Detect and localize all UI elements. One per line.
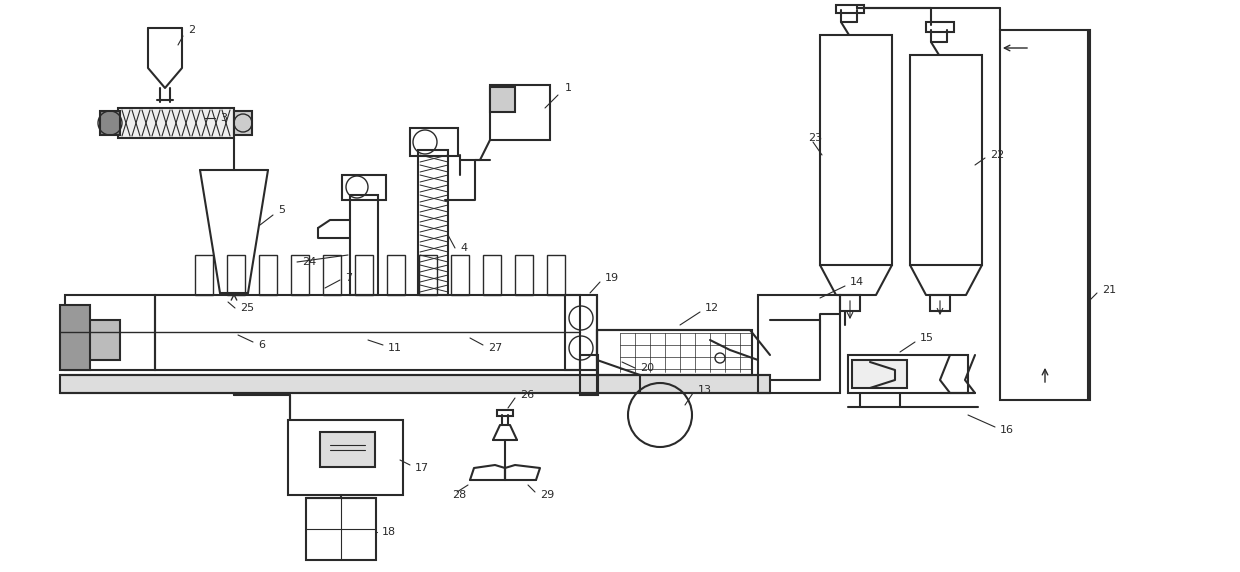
Text: 18: 18 [382, 527, 396, 537]
Bar [419, 255, 436, 295]
Bar [291, 255, 309, 295]
Bar [355, 255, 373, 295]
Text: 4: 4 [460, 243, 467, 253]
Text: 20: 20 [640, 363, 655, 373]
Bar [451, 255, 469, 295]
Bar [410, 128, 458, 156]
Bar [155, 295, 580, 370]
Text: 1: 1 [565, 83, 572, 93]
Bar [306, 498, 376, 560]
Bar [64, 320, 120, 360]
Text: 23: 23 [808, 133, 822, 143]
Bar [910, 55, 982, 265]
Text: 29: 29 [539, 490, 554, 500]
Bar [234, 111, 252, 135]
Bar [60, 375, 770, 393]
Text: 21: 21 [1102, 285, 1116, 295]
Bar [490, 87, 515, 112]
Bar [852, 360, 906, 388]
Bar [100, 111, 120, 135]
Bar [820, 35, 892, 265]
Bar [547, 255, 565, 295]
Bar [259, 255, 277, 295]
Text: 15: 15 [920, 333, 934, 343]
Bar [515, 255, 533, 295]
Text: 26: 26 [520, 390, 534, 400]
Text: 2: 2 [188, 25, 195, 35]
Bar [839, 295, 861, 311]
Text: 7: 7 [345, 273, 352, 283]
Text: 3: 3 [219, 113, 227, 123]
Bar [596, 330, 751, 375]
Bar [118, 108, 234, 138]
Bar [322, 255, 341, 295]
Bar [999, 30, 1090, 400]
Bar [497, 410, 513, 416]
Bar [227, 255, 246, 295]
Bar [64, 295, 155, 370]
Bar [565, 295, 596, 370]
Bar [926, 22, 954, 32]
Bar [288, 420, 403, 495]
Bar [350, 195, 378, 295]
Text: 6: 6 [258, 340, 265, 350]
Text: 27: 27 [489, 343, 502, 353]
Text: 24: 24 [303, 257, 316, 267]
Text: 5: 5 [278, 205, 285, 215]
Text: 19: 19 [605, 273, 619, 283]
Bar [758, 295, 839, 393]
Bar [490, 85, 551, 140]
Bar [580, 355, 598, 395]
Bar [387, 255, 405, 295]
Bar [848, 355, 968, 393]
Text: 14: 14 [849, 277, 864, 287]
Bar [836, 5, 864, 13]
Bar [320, 432, 374, 467]
Text: 22: 22 [990, 150, 1004, 160]
Bar [418, 150, 448, 295]
Bar [930, 295, 950, 311]
Text: 11: 11 [388, 343, 402, 353]
Text: 13: 13 [698, 385, 712, 395]
Text: 25: 25 [241, 303, 254, 313]
Bar [60, 305, 91, 370]
Text: 16: 16 [999, 425, 1014, 435]
Text: 28: 28 [453, 490, 466, 500]
Bar [484, 255, 501, 295]
Bar [342, 175, 386, 200]
Text: 12: 12 [706, 303, 719, 313]
Text: 17: 17 [415, 463, 429, 473]
Bar [195, 255, 213, 295]
